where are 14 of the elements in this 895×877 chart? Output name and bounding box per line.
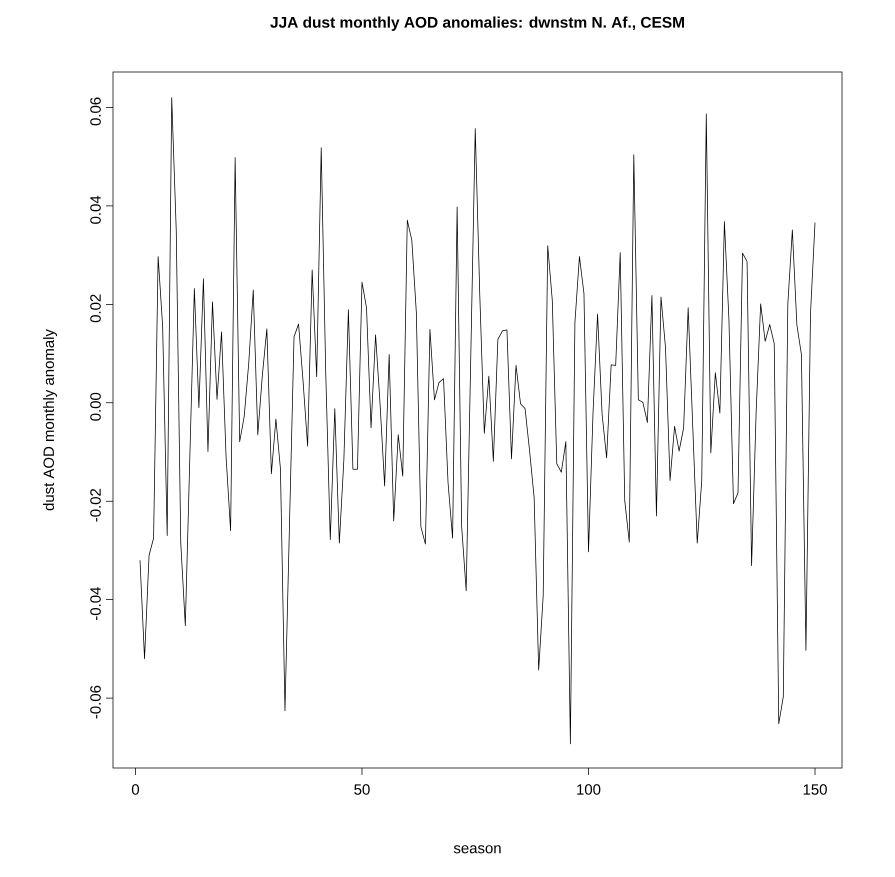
y-tick-label: -0.02 xyxy=(90,488,101,522)
y-tick-label: -0.04 xyxy=(90,587,101,620)
y-tick-label: 0.00 xyxy=(90,392,101,421)
y-tick-label: -0.06 xyxy=(90,686,101,718)
y-axis-title: dust AOD monthly anomaly xyxy=(43,329,57,510)
x-tick-label: 50 xyxy=(354,784,370,795)
x-axis-title: season xyxy=(454,845,501,854)
x-tick-label: 150 xyxy=(804,784,827,795)
y-tick-label: 0.04 xyxy=(90,196,101,224)
x-tick-label: 0 xyxy=(132,784,140,795)
chart-title: JJA dust monthly AOD anomalies: dwnstm N. Af., CESM xyxy=(270,16,684,31)
y-tick-label: 0.06 xyxy=(90,98,101,126)
y-tick-label: 0.02 xyxy=(90,294,101,322)
x-tick-label: 100 xyxy=(577,784,600,795)
